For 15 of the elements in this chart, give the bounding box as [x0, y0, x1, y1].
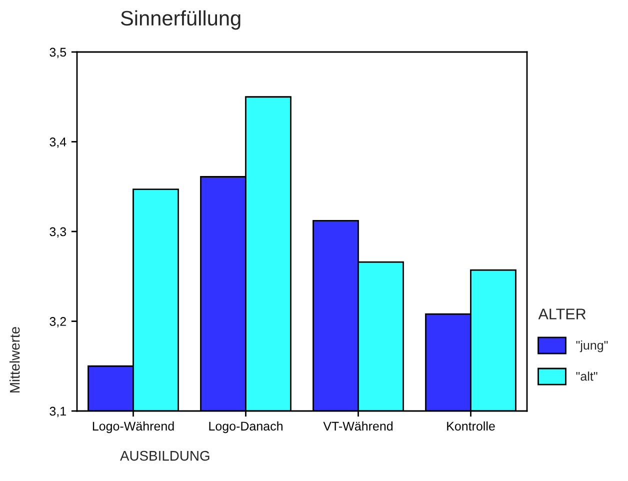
x-tick-label: Logo-Während	[92, 421, 174, 434]
x-axis-title: AUSBILDUNG	[120, 450, 210, 461]
y-tick-label: 3,1	[50, 406, 66, 418]
x-tick-label: VT-Während	[323, 421, 393, 431]
legend-label: "alt"	[576, 372, 598, 381]
y-axis-title: Mittelwerte	[10, 327, 20, 392]
legend-label: "jung"	[576, 340, 608, 352]
chart-title: Sinnerfüllung	[120, 10, 240, 30]
x-tick-label: Logo-Danach	[209, 421, 282, 434]
y-tick-label: 3,2	[50, 317, 66, 328]
y-tick-label: 3,3	[50, 227, 66, 238]
y-tick-label: 3,4	[50, 138, 66, 148]
y-tick-label: 3,5	[50, 48, 66, 58]
x-tick-label: Kontrolle	[447, 421, 495, 431]
legend-title: ALTER	[538, 308, 586, 320]
